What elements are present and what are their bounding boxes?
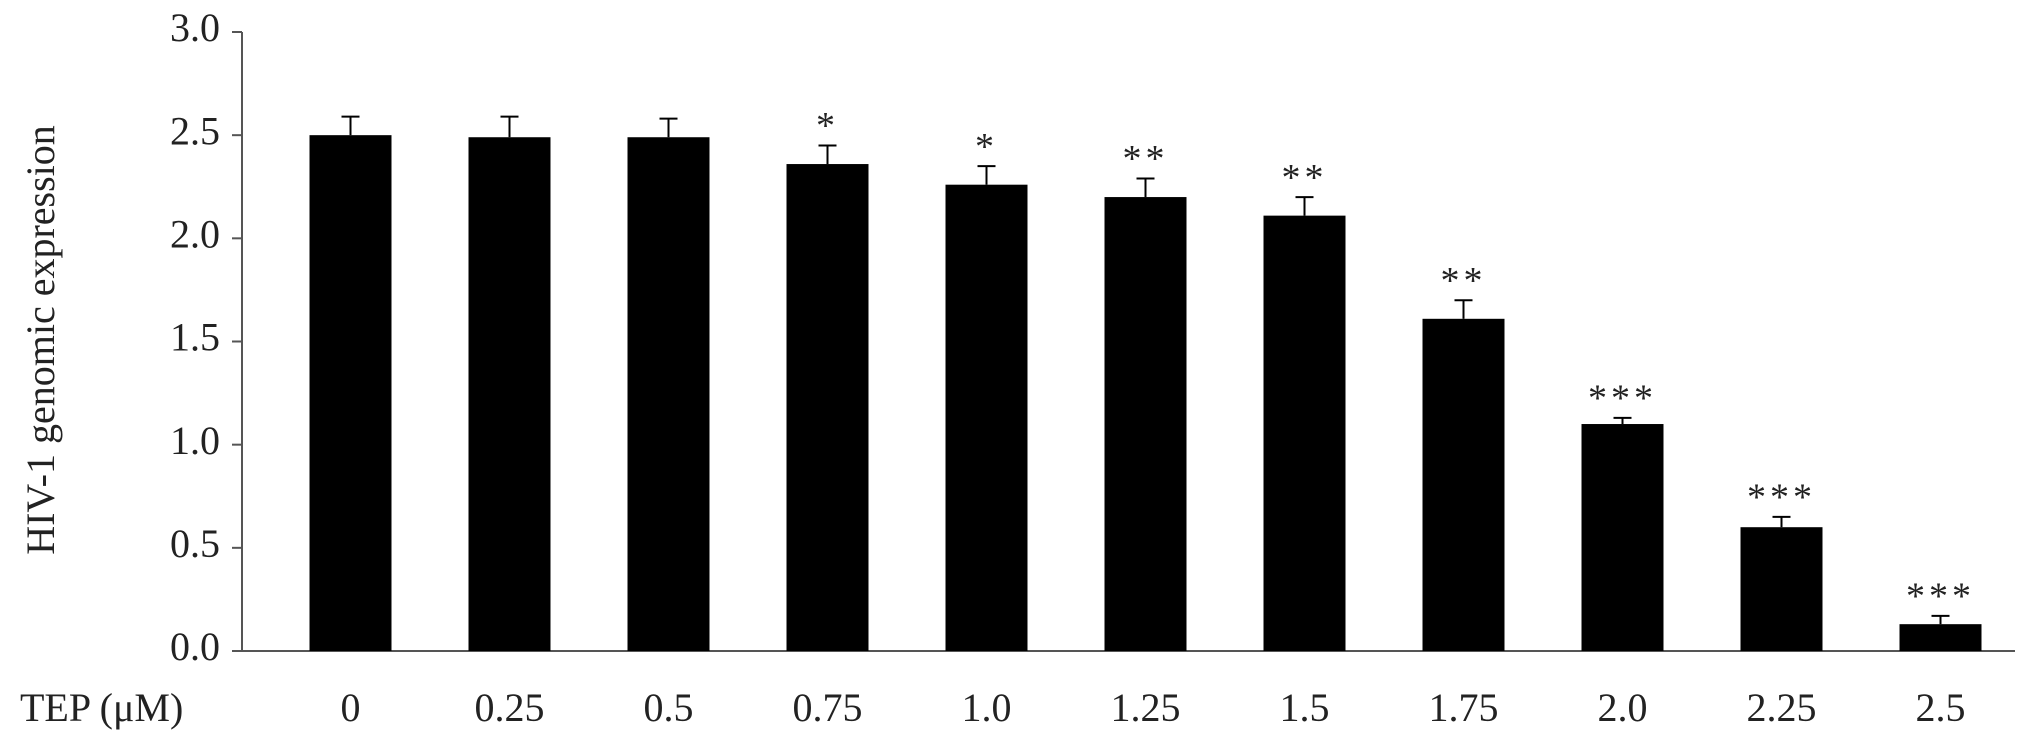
- y-tick-label: 3.0: [170, 5, 220, 50]
- y-tick-label: 0.5: [170, 521, 220, 566]
- y-tick-label: 2.0: [170, 212, 220, 257]
- bar: [627, 137, 710, 652]
- significance-label: ***: [1747, 477, 1816, 519]
- x-tick-label: 2.0: [1598, 685, 1648, 730]
- significance-label: *: [816, 105, 839, 147]
- x-tick-label: 1.5: [1280, 685, 1330, 730]
- bar: [468, 137, 551, 652]
- x-tick-label: 0.75: [793, 685, 863, 730]
- bar: [1740, 527, 1823, 651]
- y-tick-label: 1.5: [170, 315, 220, 360]
- y-tick-label: 0.0: [170, 624, 220, 669]
- significance-label: **: [1282, 157, 1328, 199]
- significance-label: *: [975, 126, 998, 168]
- significance-label: **: [1123, 138, 1169, 180]
- bar: [945, 184, 1028, 652]
- x-tick-label: 2.5: [1916, 685, 1966, 730]
- significance-label: ***: [1588, 378, 1657, 420]
- bar: [1581, 424, 1664, 651]
- bar: [786, 164, 869, 651]
- bar: [1104, 197, 1187, 652]
- x-tick-label: 0.25: [475, 685, 545, 730]
- x-tick-label: 1.25: [1111, 685, 1181, 730]
- x-tick-label: 0: [341, 685, 361, 730]
- bar: [1422, 318, 1505, 651]
- x-tick-label: 0.5: [644, 685, 694, 730]
- significance-label: **: [1441, 260, 1487, 302]
- x-tick-label: 1.0: [962, 685, 1012, 730]
- bar: [1263, 215, 1346, 652]
- y-tick-label: 2.5: [170, 108, 220, 153]
- y-tick-label: 1.0: [170, 418, 220, 463]
- significance-label: ***: [1906, 576, 1975, 618]
- y-axis-label: HIV-1 genomic expression: [18, 125, 63, 555]
- x-axis-label: TEP (μM): [20, 685, 183, 730]
- bar: [1899, 624, 1982, 651]
- x-tick-label: 2.25: [1747, 685, 1817, 730]
- bar: [309, 135, 392, 651]
- x-tick-label: 1.75: [1429, 685, 1499, 730]
